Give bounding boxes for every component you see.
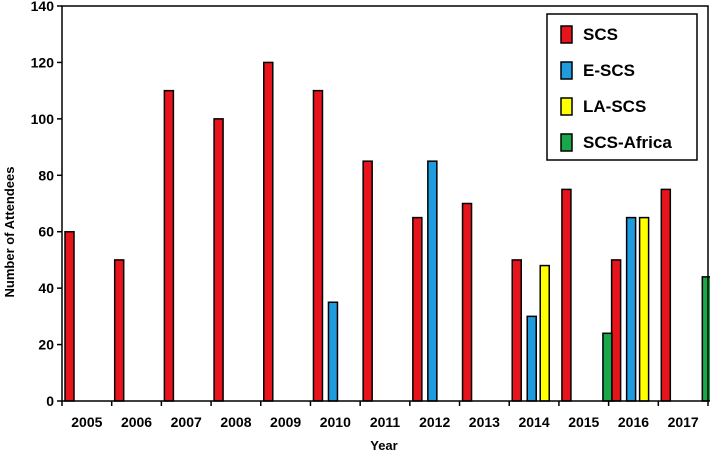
- bar-scs-2016: [610, 259, 622, 402]
- x-tick-label-2014: 2014: [518, 414, 549, 430]
- y-tick-label-0: 0: [46, 393, 54, 409]
- legend-swatch-e-scs: [560, 61, 573, 80]
- bar-scs-2017: [660, 188, 672, 402]
- x-tick-label-2007: 2007: [171, 414, 202, 430]
- legend-swatch-scs-africa: [560, 133, 573, 152]
- y-tick-label-40: 40: [38, 280, 54, 296]
- legend-label-scs-africa: SCS-Africa: [583, 133, 672, 152]
- bar-la-scs-2016: [638, 216, 650, 402]
- bar-e-scs-2012: [427, 160, 438, 402]
- y-axis-title: Number of Attendees: [2, 167, 17, 298]
- x-tick-label-2008: 2008: [220, 414, 251, 430]
- y-tick-label-20: 20: [38, 337, 54, 353]
- legend-swatch-la-scs: [560, 97, 573, 116]
- axes-layer: 0 20 40 60 80 100 120 140 2005 2006 2007 2008 2009 20…: [31, 0, 709, 430]
- bar-scs-2012: [412, 216, 423, 402]
- legend-swatch-scs: [560, 25, 573, 44]
- x-tick-label-2011: 2011: [370, 414, 401, 430]
- bar-scs-2015: [561, 188, 572, 402]
- x-tick-label-2009: 2009: [270, 414, 301, 430]
- y-tick-label-80: 80: [38, 167, 54, 183]
- legend-label-e-scs: E-SCS: [583, 61, 635, 80]
- bar-scs-2006: [113, 259, 125, 402]
- y-tick-label-60: 60: [38, 224, 54, 240]
- plot-frame: [61, 5, 709, 402]
- x-tick-label-2010: 2010: [320, 414, 351, 430]
- x-tick-label-2012: 2012: [419, 414, 450, 430]
- bar-scs-africa-2017: [701, 276, 710, 402]
- x-tick-label-2015: 2015: [568, 414, 599, 430]
- x-axis-title: Year: [370, 438, 397, 453]
- bars-layer: [64, 61, 710, 402]
- y-tick-label-140: 140: [31, 0, 55, 14]
- bar-scs-2008: [213, 118, 224, 402]
- x-tick-label-2005: 2005: [71, 414, 102, 430]
- x-tick-label-2006: 2006: [121, 414, 152, 430]
- x-tick-label-2016: 2016: [618, 414, 649, 430]
- bar-scs-2007: [163, 89, 175, 402]
- y-tick-label-100: 100: [31, 111, 55, 127]
- x-tick-label-2017: 2017: [668, 414, 699, 430]
- y-tick-label-120: 120: [31, 54, 55, 70]
- bar-e-scs-2016: [625, 216, 637, 402]
- bar-scs-2013: [461, 202, 473, 402]
- x-tick-label-2013: 2013: [469, 414, 500, 430]
- bar-scs-2014: [511, 259, 522, 402]
- bar-e-scs-2014: [526, 315, 537, 402]
- bar-scs-africa-2015: [602, 332, 613, 402]
- legend-label-la-scs: LA-SCS: [583, 97, 646, 116]
- bar-scs-2011: [362, 160, 373, 402]
- legend: SCS E-SCS LA-SCS SCS-Africa: [546, 13, 698, 161]
- bar-scs-2005: [64, 230, 75, 402]
- bar-la-scs-2014: [539, 264, 550, 402]
- bar-scs-2010: [312, 89, 324, 402]
- legend-label-scs: SCS: [583, 25, 618, 44]
- bar-e-scs-2010: [327, 301, 339, 402]
- bar-scs-2009: [263, 61, 274, 402]
